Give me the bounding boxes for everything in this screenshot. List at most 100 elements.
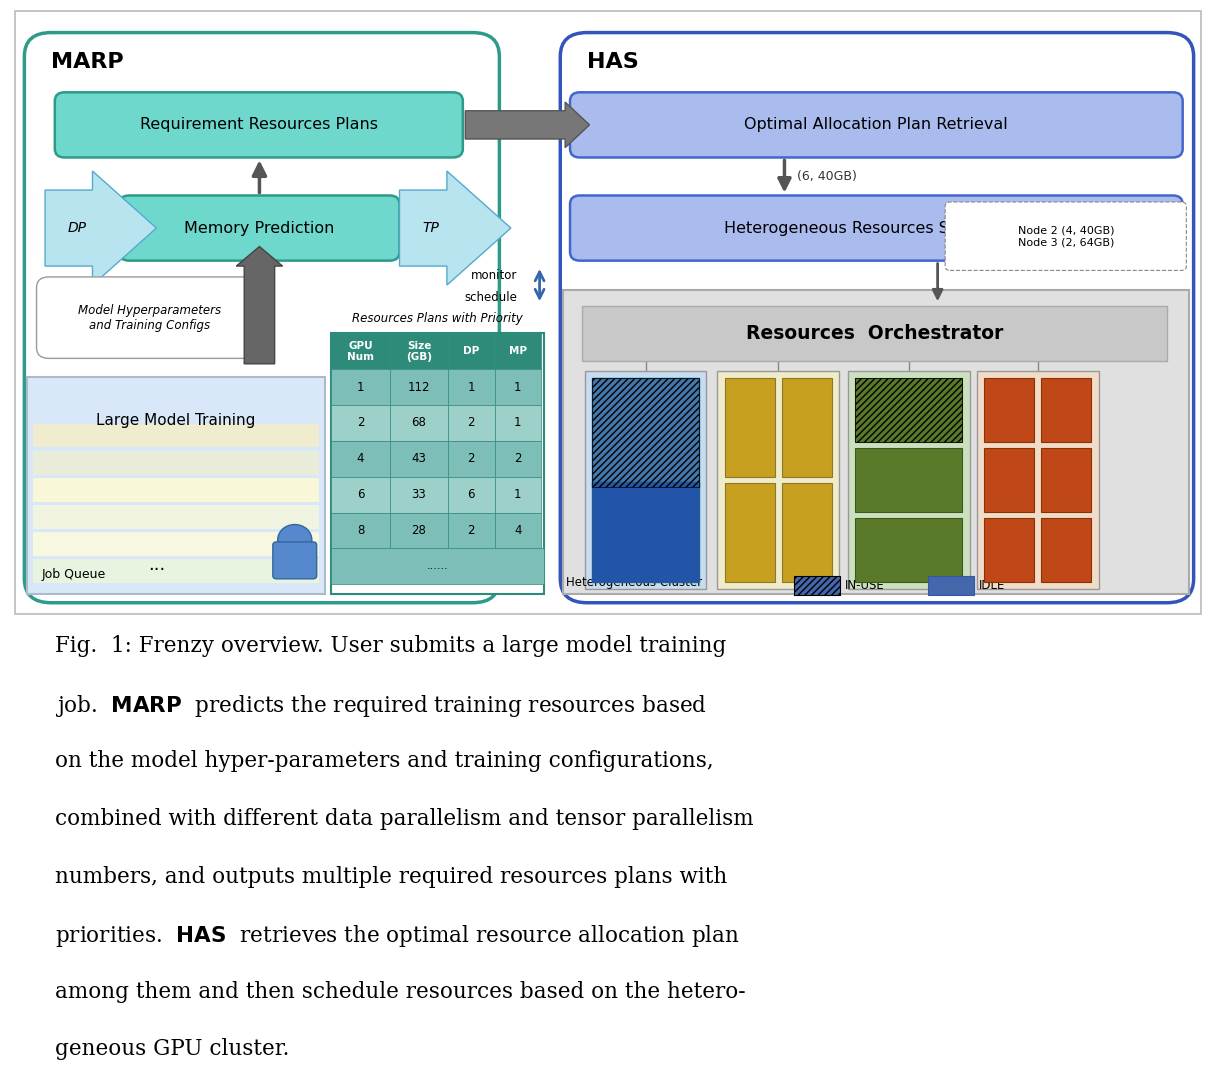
Bar xyxy=(448,405,495,441)
FancyBboxPatch shape xyxy=(119,195,400,261)
Bar xyxy=(782,483,832,582)
Text: job.  $\mathbf{MARP}$  predicts the required training resources based: job. $\mathbf{MARP}$ predicts the requir… xyxy=(55,693,706,719)
Bar xyxy=(390,369,448,405)
Text: Model Hyperparameters
and Training Configs: Model Hyperparameters and Training Confi… xyxy=(78,304,220,331)
Bar xyxy=(592,482,699,582)
Bar xyxy=(33,559,319,583)
Bar xyxy=(794,576,840,595)
Text: geneous GPU cluster.: geneous GPU cluster. xyxy=(55,1038,289,1060)
Bar xyxy=(582,306,1167,361)
Bar xyxy=(390,405,448,441)
Text: 4: 4 xyxy=(357,453,364,465)
Bar xyxy=(725,378,775,477)
FancyBboxPatch shape xyxy=(400,172,510,286)
Bar xyxy=(390,513,448,548)
Bar xyxy=(33,451,319,475)
Text: MARP: MARP xyxy=(51,52,124,72)
Bar xyxy=(1041,378,1091,442)
Text: 112: 112 xyxy=(408,381,430,393)
Bar xyxy=(33,424,319,447)
Text: 43: 43 xyxy=(412,453,426,465)
Text: DP: DP xyxy=(67,222,86,235)
Text: Resources  Orchestrator: Resources Orchestrator xyxy=(745,324,1004,343)
Text: 68: 68 xyxy=(412,417,426,429)
Text: 28: 28 xyxy=(412,525,426,536)
FancyBboxPatch shape xyxy=(570,92,1183,157)
Text: 6: 6 xyxy=(357,489,364,501)
Text: 1: 1 xyxy=(514,417,521,429)
Bar xyxy=(977,371,1099,589)
Text: Size
(GB): Size (GB) xyxy=(406,341,432,362)
Text: combined with different data parallelism and tensor parallelism: combined with different data parallelism… xyxy=(55,808,754,830)
Bar xyxy=(1041,518,1091,582)
Text: Memory Prediction: Memory Prediction xyxy=(184,220,335,236)
Bar xyxy=(984,449,1034,512)
Bar xyxy=(495,477,541,513)
Text: among them and then schedule resources based on the hetero-: among them and then schedule resources b… xyxy=(55,981,745,1002)
Bar xyxy=(33,532,319,556)
Text: 2: 2 xyxy=(514,453,521,465)
FancyBboxPatch shape xyxy=(570,195,1183,261)
Bar xyxy=(984,518,1034,582)
Text: numbers, and outputs multiple required resources plans with: numbers, and outputs multiple required r… xyxy=(55,866,727,887)
Text: on the model hyper-parameters and training configurations,: on the model hyper-parameters and traini… xyxy=(55,750,714,772)
Text: Heterogeneous Cluster: Heterogeneous Cluster xyxy=(566,576,703,589)
Text: 1: 1 xyxy=(468,381,475,393)
Bar xyxy=(495,333,541,369)
Text: 2: 2 xyxy=(468,453,475,465)
Text: schedule: schedule xyxy=(465,291,518,304)
Bar xyxy=(1041,449,1091,512)
Text: 1: 1 xyxy=(514,489,521,501)
FancyArrow shape xyxy=(236,247,283,364)
Bar xyxy=(855,378,962,442)
Bar xyxy=(33,478,319,502)
Bar xyxy=(495,405,541,441)
Text: GPU
Num: GPU Num xyxy=(347,341,374,362)
Bar xyxy=(331,333,544,594)
Bar xyxy=(782,378,832,477)
Text: ...: ... xyxy=(149,556,166,574)
Text: 2: 2 xyxy=(357,417,364,429)
Text: 4: 4 xyxy=(514,525,521,536)
Text: Fig.  1: Frenzy overview. User submits a large model training: Fig. 1: Frenzy overview. User submits a … xyxy=(55,635,726,657)
Text: monitor: monitor xyxy=(471,269,518,282)
Bar xyxy=(331,405,390,441)
FancyBboxPatch shape xyxy=(560,33,1194,603)
Bar xyxy=(448,477,495,513)
Text: TP: TP xyxy=(423,222,440,235)
Bar xyxy=(848,371,970,589)
Bar xyxy=(448,441,495,477)
Bar xyxy=(331,548,544,584)
Bar xyxy=(448,333,495,369)
FancyBboxPatch shape xyxy=(945,202,1186,270)
Bar xyxy=(27,377,325,594)
Bar xyxy=(331,441,390,477)
Bar xyxy=(855,518,962,582)
Bar xyxy=(495,369,541,405)
Text: ......: ...... xyxy=(428,561,448,571)
Bar xyxy=(495,513,541,548)
Text: Job Queue: Job Queue xyxy=(41,568,106,581)
Bar xyxy=(717,371,839,589)
Bar xyxy=(331,513,390,548)
Text: Requirement Resources Plans: Requirement Resources Plans xyxy=(140,117,378,132)
Bar xyxy=(33,505,319,529)
Bar xyxy=(855,378,962,442)
Text: Large Model Training: Large Model Training xyxy=(96,413,256,428)
Text: 1: 1 xyxy=(514,381,521,393)
Bar xyxy=(390,333,448,369)
FancyBboxPatch shape xyxy=(273,542,317,579)
FancyArrow shape xyxy=(465,102,590,148)
Text: IN-USE: IN-USE xyxy=(845,579,885,592)
Bar xyxy=(563,290,1189,594)
Bar xyxy=(855,449,962,512)
FancyBboxPatch shape xyxy=(37,277,262,358)
FancyBboxPatch shape xyxy=(55,92,463,157)
Text: Optimal Allocation Plan Retrieval: Optimal Allocation Plan Retrieval xyxy=(744,117,1009,132)
Circle shape xyxy=(278,525,312,555)
Text: Node 2 (4, 40GB)
Node 3 (2, 64GB): Node 2 (4, 40GB) Node 3 (2, 64GB) xyxy=(1017,226,1114,247)
Text: 1: 1 xyxy=(357,381,364,393)
Text: 6: 6 xyxy=(468,489,475,501)
Text: IDLE: IDLE xyxy=(979,579,1006,592)
Text: 2: 2 xyxy=(468,417,475,429)
